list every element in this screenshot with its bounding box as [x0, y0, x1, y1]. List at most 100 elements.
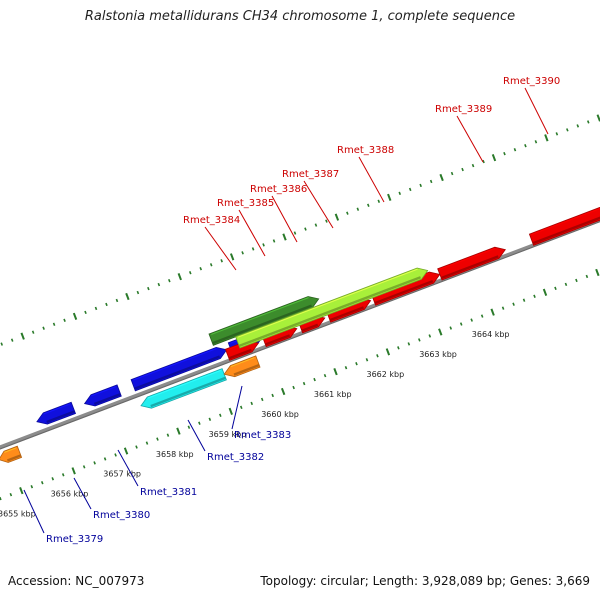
gene-rmet-3383-highlight — [230, 357, 255, 368]
tick-inner — [470, 318, 473, 322]
tick-outer — [461, 167, 464, 172]
tick-inner — [313, 377, 316, 382]
scale-label: 3656 kbp — [51, 490, 89, 499]
tick-outer — [31, 330, 35, 334]
tick-outer — [314, 223, 318, 227]
tick-outer — [471, 163, 475, 168]
gene-label: Rmet_3389 — [435, 104, 492, 115]
tick-inner — [103, 457, 107, 461]
tick-outer — [387, 193, 392, 201]
gene-rmet-3379-body — [0, 445, 23, 463]
scale-label: 3657 kbp — [103, 470, 141, 479]
gene-rmet-3383-shade — [233, 363, 260, 376]
gene-label: Rmet_3379 — [46, 534, 103, 545]
tick-inner — [575, 278, 578, 283]
tick-outer — [439, 173, 444, 182]
tick-outer — [408, 187, 412, 192]
tick-inner — [428, 334, 432, 338]
tick-outer — [586, 120, 590, 124]
tick-outer — [177, 273, 182, 281]
tick-outer — [147, 286, 150, 291]
tick-outer — [125, 292, 130, 301]
scale-label: 3663 kbp — [419, 350, 457, 359]
tick-outer — [282, 233, 287, 241]
tick-outer — [367, 203, 370, 207]
tick-outer — [42, 326, 45, 330]
tick-outer — [115, 298, 119, 303]
tick-inner — [376, 354, 379, 358]
tick-inner — [459, 322, 463, 326]
tick-inner — [480, 314, 484, 318]
tick-outer — [0, 342, 4, 346]
tick-outer — [168, 278, 171, 283]
gene-feature-extra-highlight — [439, 247, 496, 270]
gene-label: Rmet_3390 — [503, 76, 560, 87]
gene-label: Rmet_3382 — [207, 452, 264, 463]
gene-callout-line — [117, 449, 139, 487]
tick-inner — [344, 366, 348, 370]
tick-outer — [293, 231, 297, 235]
tick-inner — [250, 401, 254, 406]
tick-inner — [533, 294, 536, 298]
tick-outer — [334, 213, 340, 221]
tick-inner — [135, 445, 138, 449]
gene-rmet-3380-highlight — [43, 403, 70, 415]
tick-inner — [260, 397, 264, 402]
map-title: Ralstonia metallidurans CH34 chromosome … — [84, 9, 516, 24]
gene-rmet-3383-body — [223, 355, 261, 378]
summary-text: Topology: circular; Length: 3,928,089 bp… — [260, 574, 590, 588]
tick-outer — [251, 247, 255, 251]
tick-outer — [356, 207, 360, 211]
gene-feature-extra-shade — [329, 306, 364, 322]
tick-inner — [438, 328, 443, 336]
gene-rmet-3381-highlight — [91, 386, 116, 397]
tick-inner — [564, 282, 568, 287]
gene-callout-line — [187, 419, 206, 452]
tick-inner — [418, 338, 421, 342]
tick-outer — [576, 124, 580, 128]
gene-rmet-3379 — [0, 445, 23, 463]
tick-inner — [280, 387, 286, 396]
tick-outer — [555, 132, 559, 136]
gene-rmet-3383 — [223, 355, 261, 378]
tick-inner — [93, 461, 96, 465]
gene-callout-line — [231, 385, 243, 430]
tick-inner — [123, 447, 129, 455]
tick-outer — [199, 267, 203, 271]
tick-outer — [241, 251, 244, 255]
gene-label: Rmet_3385 — [217, 198, 274, 209]
tick-marks — [0, 114, 600, 501]
tick-inner — [0, 496, 2, 501]
gene-rmet-3381 — [83, 384, 122, 407]
tick-outer — [398, 191, 402, 196]
tick-inner — [449, 326, 453, 330]
tick-inner — [82, 465, 86, 469]
tick-outer — [262, 243, 265, 247]
tick-inner — [239, 405, 243, 410]
gene-callout-line — [73, 477, 92, 510]
tick-outer — [524, 144, 527, 148]
tick-outer — [419, 183, 422, 188]
tick-outer — [346, 211, 349, 215]
gene-rmet-3385 — [224, 340, 260, 361]
gene-label: Rmet_3383 — [234, 430, 291, 441]
tick-inner — [385, 348, 391, 356]
tick-outer — [429, 179, 433, 184]
tick-inner — [219, 413, 222, 417]
gene-rmet-3380 — [36, 401, 77, 425]
gene-callout-line — [456, 115, 484, 163]
tick-inner — [512, 302, 515, 306]
gene-rmet-3388-shade — [238, 276, 422, 348]
gene-rmet-3388-highlight — [237, 268, 418, 338]
tick-outer — [304, 227, 307, 231]
gene-labels: Rmet_3379 Rmet_3380 Rmet_3381 Rmet_3382 Rmet… — [23, 76, 560, 545]
gene-feature-extra-highlight — [133, 348, 217, 381]
tick-inner — [187, 425, 191, 429]
tick-inner — [30, 485, 34, 489]
gene-feature-extra — [130, 346, 228, 392]
tick-inner — [71, 467, 76, 475]
scale-labels: 3655 kbp 3656 kbp 3657 kbp 3658 kbp 3659 kbp… — [0, 330, 510, 518]
tick-inner — [595, 268, 600, 277]
accession-text: Accession: NC_007973 — [8, 574, 145, 588]
gene-rmet-3380-body — [36, 401, 77, 425]
